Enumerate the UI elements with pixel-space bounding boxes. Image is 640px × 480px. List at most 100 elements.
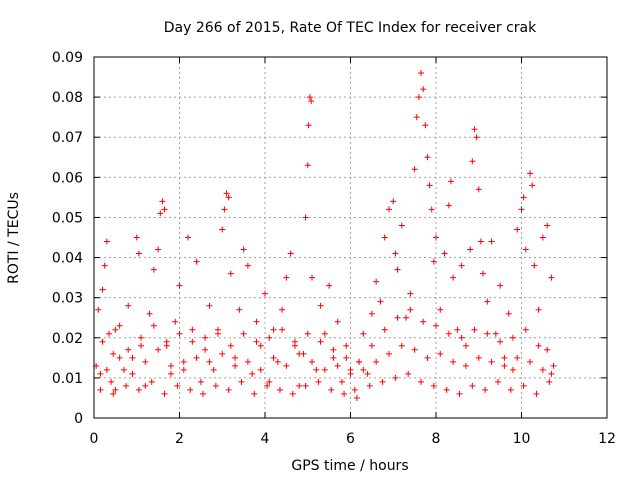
data-point (257, 342, 264, 349)
data-point (167, 362, 174, 369)
data-point (296, 382, 303, 389)
data-point (161, 206, 168, 213)
data-point (270, 326, 277, 333)
data-point (103, 366, 110, 373)
data-point (112, 386, 119, 393)
data-point (533, 390, 540, 397)
data-point (390, 198, 397, 205)
data-point (251, 390, 258, 397)
data-point (270, 354, 277, 361)
data-point (232, 362, 239, 369)
data-point (161, 390, 168, 397)
data-point (539, 366, 546, 373)
data-point (394, 266, 401, 273)
data-point (343, 342, 350, 349)
data-point (413, 114, 420, 121)
data-point (210, 366, 217, 373)
y-tick-label: 0.02 (52, 331, 83, 347)
x-tick-label: 6 (346, 431, 355, 447)
data-point (257, 366, 264, 373)
data-point (309, 274, 316, 281)
data-point (189, 326, 196, 333)
x-tick-label: 0 (90, 431, 99, 447)
data-point (283, 274, 290, 281)
data-point (398, 342, 405, 349)
data-point (373, 358, 380, 365)
data-point (501, 354, 508, 361)
data-point (283, 362, 290, 369)
data-point (548, 370, 555, 377)
data-point (223, 190, 230, 197)
data-point (407, 306, 414, 313)
data-point (527, 170, 534, 177)
data-point (202, 346, 209, 353)
data-point (112, 326, 119, 333)
data-point (116, 354, 123, 361)
data-point (430, 382, 437, 389)
data-point (482, 386, 489, 393)
data-point (185, 234, 192, 241)
data-point (428, 206, 435, 213)
data-point (520, 194, 527, 201)
data-point (454, 326, 461, 333)
x-tick-label: 2 (175, 431, 184, 447)
data-point (341, 390, 348, 397)
grid-lines (94, 57, 607, 418)
data-point (219, 226, 226, 233)
data-point (368, 342, 375, 349)
data-point (174, 382, 181, 389)
data-point (330, 354, 337, 361)
data-points (93, 70, 557, 401)
data-point (522, 326, 529, 333)
data-point (494, 378, 501, 385)
data-point (238, 378, 245, 385)
data-point (546, 378, 553, 385)
data-point (373, 278, 380, 285)
data-point (475, 354, 482, 361)
data-point (180, 358, 187, 365)
data-point (110, 350, 117, 357)
data-point (309, 358, 316, 365)
data-point (97, 370, 104, 377)
data-point (116, 322, 123, 329)
data-point (123, 382, 130, 389)
data-point (189, 338, 196, 345)
data-point (150, 266, 157, 273)
data-point (437, 306, 444, 313)
data-point (381, 234, 388, 241)
x-tick-label: 10 (513, 431, 531, 447)
data-point (212, 382, 219, 389)
data-point (450, 358, 457, 365)
data-point (424, 154, 431, 161)
data-point (321, 330, 328, 337)
y-tick-label: 0 (74, 411, 83, 427)
data-point (353, 394, 360, 401)
data-point (110, 390, 117, 397)
y-axis-title: ROTI / TECUs (6, 192, 22, 284)
x-tick-label: 12 (598, 431, 616, 447)
data-point (392, 374, 399, 381)
data-point (232, 354, 239, 361)
data-point (507, 386, 514, 393)
data-point (287, 250, 294, 257)
data-point (253, 318, 260, 325)
data-point (415, 94, 422, 101)
data-point (445, 202, 452, 209)
data-point (539, 234, 546, 241)
data-point (437, 350, 444, 357)
data-point (101, 262, 108, 269)
data-point (167, 370, 174, 377)
data-point (392, 250, 399, 257)
data-point (187, 386, 194, 393)
data-point (360, 330, 367, 337)
data-point (518, 206, 525, 213)
data-point (146, 310, 153, 317)
x-tick-label: 8 (432, 431, 441, 447)
y-tick-label: 0.07 (52, 130, 83, 146)
data-point (266, 334, 273, 341)
data-point (418, 70, 425, 77)
data-point (129, 370, 136, 377)
data-point (176, 282, 183, 289)
data-point (129, 354, 136, 361)
data-point (296, 350, 303, 357)
